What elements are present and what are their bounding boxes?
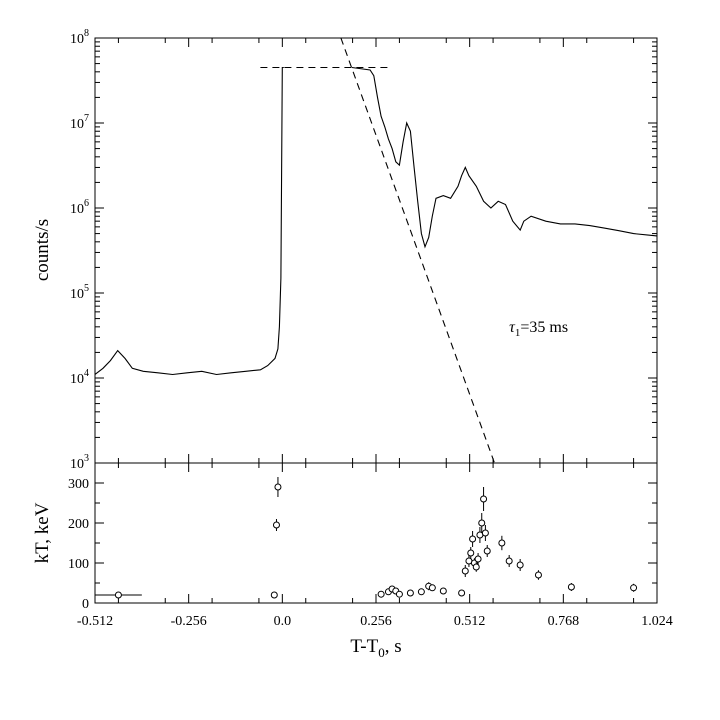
bottom-y-tick-label: 200 (68, 517, 89, 532)
x-axis-title-sub: 0 (378, 645, 385, 660)
kt-data-point (274, 483, 282, 491)
top-series-group (95, 38, 657, 463)
series-0 (95, 66, 284, 376)
kt-data-point (377, 590, 385, 598)
top-y-tick-exp: 7 (84, 113, 89, 124)
kt-data-point (272, 521, 280, 529)
bottom-x-tick-label: -0.512 (77, 614, 113, 629)
bottom-y-tick-label: 300 (68, 477, 89, 492)
top-y-tick-label: 105 (70, 283, 89, 302)
top-x-ticks (94, 38, 658, 463)
tau-value: =35 ms (520, 319, 568, 336)
bottom-data-points (95, 477, 638, 599)
bottom-y-tick-label: 0 (82, 597, 89, 612)
tau-subscript: 1 (515, 327, 521, 339)
top-y-tick-label: 104 (70, 368, 89, 387)
kt-data-point (461, 567, 469, 575)
x-axis-title: T-T0, s (350, 636, 401, 660)
kt-data-point (428, 584, 436, 592)
kt-data-point (505, 557, 513, 565)
top-y-tick-base: 10 (70, 287, 84, 302)
top-y-tick-label: 106 (70, 198, 89, 217)
kt-data-point (481, 529, 489, 537)
bottom-x-tick-label: 0.512 (454, 614, 486, 629)
top-y-tick-exp: 4 (84, 368, 89, 379)
top-y-tick-base: 10 (70, 117, 84, 132)
kt-data-point (534, 571, 542, 579)
bottom-x-tick-label: 0.0 (274, 614, 292, 629)
top-y-tick-base: 10 (70, 372, 84, 387)
bottom-x-tick-label: -0.256 (171, 614, 207, 629)
kt-data-point (498, 539, 506, 547)
kt-data-point (439, 587, 447, 595)
top-y-tick-exp: 6 (84, 198, 89, 209)
kt-data-point (395, 590, 403, 598)
bottom-y-axis-title: kT, keV (32, 502, 53, 563)
tau-annotation: τ1=35 ms (509, 319, 568, 339)
kt-data-point (474, 555, 482, 563)
top-y-tick-label: 108 (70, 28, 89, 47)
top-y-tick-exp: 3 (84, 453, 89, 464)
bottom-x-tick-label: 0.768 (548, 614, 580, 629)
top-y-tick-exp: 5 (84, 283, 89, 294)
kt-data-point (458, 589, 466, 597)
top-y-tick-base: 10 (70, 457, 84, 472)
top-y-tick-exp: 8 (84, 28, 89, 39)
kt-data-point (467, 549, 475, 557)
kt-data-point (480, 495, 488, 503)
kt-data-point (567, 583, 575, 591)
top-y-tick-base: 10 (70, 202, 84, 217)
kt-data-point (483, 547, 491, 555)
series-1 (351, 66, 657, 249)
bottom-x-tick-label: 1.024 (641, 614, 673, 629)
bottom-y-tick-label: 100 (68, 557, 89, 572)
bottom-y-ticks: 0 100 200 300 (68, 477, 657, 612)
temperature-panel: 0 100 200 300 -0.512 -0.256 0.0 0.256 0.512 0.76… (32, 462, 673, 660)
x-axis-title-main: T-T (350, 636, 378, 657)
kt-data-point (469, 535, 477, 543)
top-y-tick-label: 103 (70, 453, 89, 472)
kt-data-point (406, 589, 414, 597)
kt-data-point (472, 563, 480, 571)
series-dashed-3 (340, 38, 496, 463)
kt-data-point (114, 591, 122, 599)
tau-symbol: τ (509, 319, 516, 336)
kt-data-point (478, 519, 486, 527)
top-y-tick-label: 107 (70, 113, 89, 132)
bottom-x-tick-label: 0.256 (360, 614, 392, 629)
kt-data-point (417, 588, 425, 596)
bottom-x-ticks: -0.512 -0.256 0.0 0.256 0.512 0.768 1.024 (77, 463, 673, 629)
kt-data-point (516, 561, 524, 569)
top-y-tick-base: 10 (70, 32, 84, 47)
kt-data-point (630, 584, 638, 592)
x-axis-title-tail: , s (385, 636, 402, 657)
kt-data-point (270, 591, 278, 599)
top-y-axis-title: counts/s (32, 219, 53, 281)
